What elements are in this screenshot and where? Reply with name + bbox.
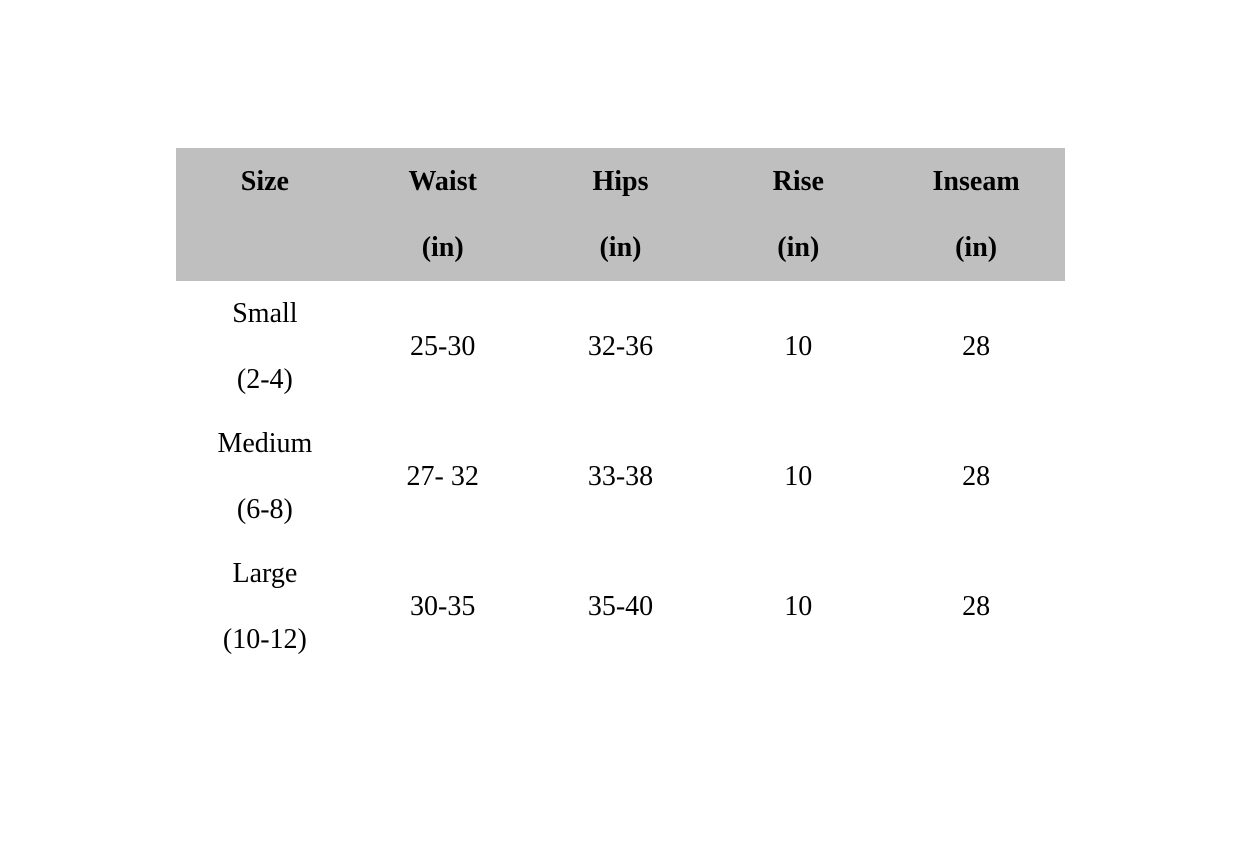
cell-waist: 30-35 <box>410 591 476 622</box>
cell-waist: 25-30 <box>410 331 476 362</box>
cell-hips: 32-36 <box>587 331 654 362</box>
cell-inseam: 28 <box>962 331 991 362</box>
size-range: (2-4) <box>236 364 293 395</box>
cell-rise: 10 <box>784 331 813 362</box>
column-header-inseam: Inseam (in) <box>887 148 1065 281</box>
size-label: Small <box>232 298 298 329</box>
cell-rise: 10 <box>784 591 813 622</box>
column-header-size: Size <box>176 148 354 281</box>
column-header-rise: Rise (in) <box>709 148 887 281</box>
cell-rise: 10 <box>784 461 813 492</box>
column-header-waist: Waist (in) <box>354 148 532 281</box>
column-header-label: Size <box>240 165 289 197</box>
cell-size: Medium (6-8) <box>176 411 354 543</box>
column-header-label: Rise <box>772 165 824 197</box>
cell-hips: 33-38 <box>587 461 654 492</box>
size-range: (6-8) <box>236 494 293 525</box>
size-range: (10-12) <box>222 624 307 655</box>
cell-inseam: 28 <box>962 591 991 622</box>
size-label: Medium <box>217 428 313 459</box>
cell-hips: 35-40 <box>587 591 654 622</box>
column-header-unit: (in) <box>777 231 820 263</box>
column-header-label: Hips <box>592 165 649 197</box>
cell-size: Large (10-12) <box>176 541 354 673</box>
table-row: Small (2-4) 25-30 32-36 10 28 <box>176 281 1065 411</box>
column-header-unit: (in) <box>421 231 464 263</box>
cell-size: Small (2-4) <box>176 281 354 413</box>
column-header-hips: Hips (in) <box>532 148 710 281</box>
table-header-row: Size Waist (in) Hips (in) Rise (in) Inse… <box>176 148 1065 281</box>
size-label: Large <box>232 558 298 589</box>
column-header-unit: (in) <box>599 231 642 263</box>
cell-waist: 27- 32 <box>406 461 479 492</box>
column-header-label: Waist <box>408 165 477 197</box>
column-header-label: Inseam <box>932 165 1020 197</box>
cell-inseam: 28 <box>962 461 991 492</box>
column-header-unit: (in) <box>955 231 998 263</box>
table-row: Large (10-12) 30-35 35-40 10 28 <box>176 541 1065 671</box>
size-chart-table: Size Waist (in) Hips (in) Rise (in) Inse… <box>176 148 1065 671</box>
table-row: Medium (6-8) 27- 32 33-38 10 28 <box>176 411 1065 541</box>
